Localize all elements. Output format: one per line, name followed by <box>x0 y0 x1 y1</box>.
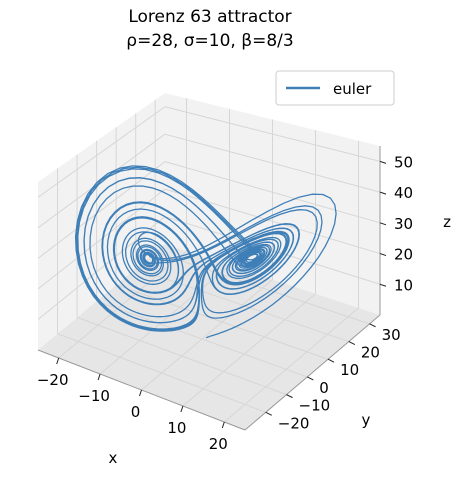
grid-line <box>37 133 166 229</box>
grid-line <box>164 161 381 224</box>
x-tick-label: 10 <box>167 419 186 437</box>
series-line-euler <box>74 165 337 339</box>
grid-line <box>141 279 273 391</box>
tick-mark <box>327 358 335 363</box>
grid-line <box>99 264 230 375</box>
trajectory-layer <box>74 165 337 339</box>
legend-frame <box>275 70 395 106</box>
y-tick-label: 0 <box>319 379 329 397</box>
tick-mark <box>139 389 142 397</box>
axis-line <box>244 314 381 431</box>
grid-line <box>164 106 381 162</box>
legend: euler <box>275 70 395 106</box>
z-tick-label: 30 <box>394 215 413 233</box>
z-tick-label: 10 <box>394 276 413 294</box>
z-tick-label: 20 <box>394 246 413 264</box>
grid-line <box>58 250 187 359</box>
grid-line <box>57 333 266 413</box>
legend-label: euler <box>333 80 372 98</box>
grid-line <box>96 300 308 378</box>
z-axis-label: z <box>443 213 451 231</box>
tick-mark <box>97 373 101 381</box>
grid-line <box>115 284 329 360</box>
chart-title: Lorenz 63 attractor <box>128 7 292 27</box>
y-tick-label: 10 <box>340 361 359 379</box>
chart-subtitle: ρ=28, σ=10, β=8/3 <box>126 31 294 51</box>
grid-line <box>155 251 370 325</box>
grid-line <box>37 106 166 198</box>
grid-line <box>37 188 166 290</box>
grid-line <box>223 307 359 423</box>
tick-mark <box>348 341 356 345</box>
tick-mark <box>307 376 314 381</box>
x-tick-label: −20 <box>37 371 69 389</box>
tick-mark <box>369 323 376 328</box>
tick-mark <box>56 357 60 365</box>
tick-mark <box>379 191 387 195</box>
y-tick-label: −10 <box>299 397 331 415</box>
tick-mark <box>265 411 272 416</box>
x-axis-label: x <box>109 449 118 467</box>
tick-mark <box>379 253 387 257</box>
tick-mark <box>180 405 184 413</box>
grid-line <box>164 133 381 193</box>
tick-mark <box>221 421 225 429</box>
y-tick-label: −20 <box>278 414 310 432</box>
grid-line <box>76 316 287 396</box>
z-tick-label: 50 <box>394 153 413 171</box>
grid-line <box>164 216 381 285</box>
tick-mark <box>379 160 387 164</box>
x-tick-label: 0 <box>131 403 141 421</box>
y-axis-label: y <box>362 411 371 429</box>
x-tick-label: −10 <box>78 387 110 405</box>
x-tick-label: 20 <box>209 435 228 453</box>
grid-line <box>135 267 350 343</box>
tick-mark <box>379 283 387 287</box>
y-tick-label: 30 <box>382 326 401 344</box>
z-tick-label: 40 <box>394 184 413 202</box>
grid-line <box>182 293 316 407</box>
tick-mark <box>379 222 387 226</box>
y-tick-label: 20 <box>361 344 380 362</box>
tick-mark <box>286 394 293 399</box>
